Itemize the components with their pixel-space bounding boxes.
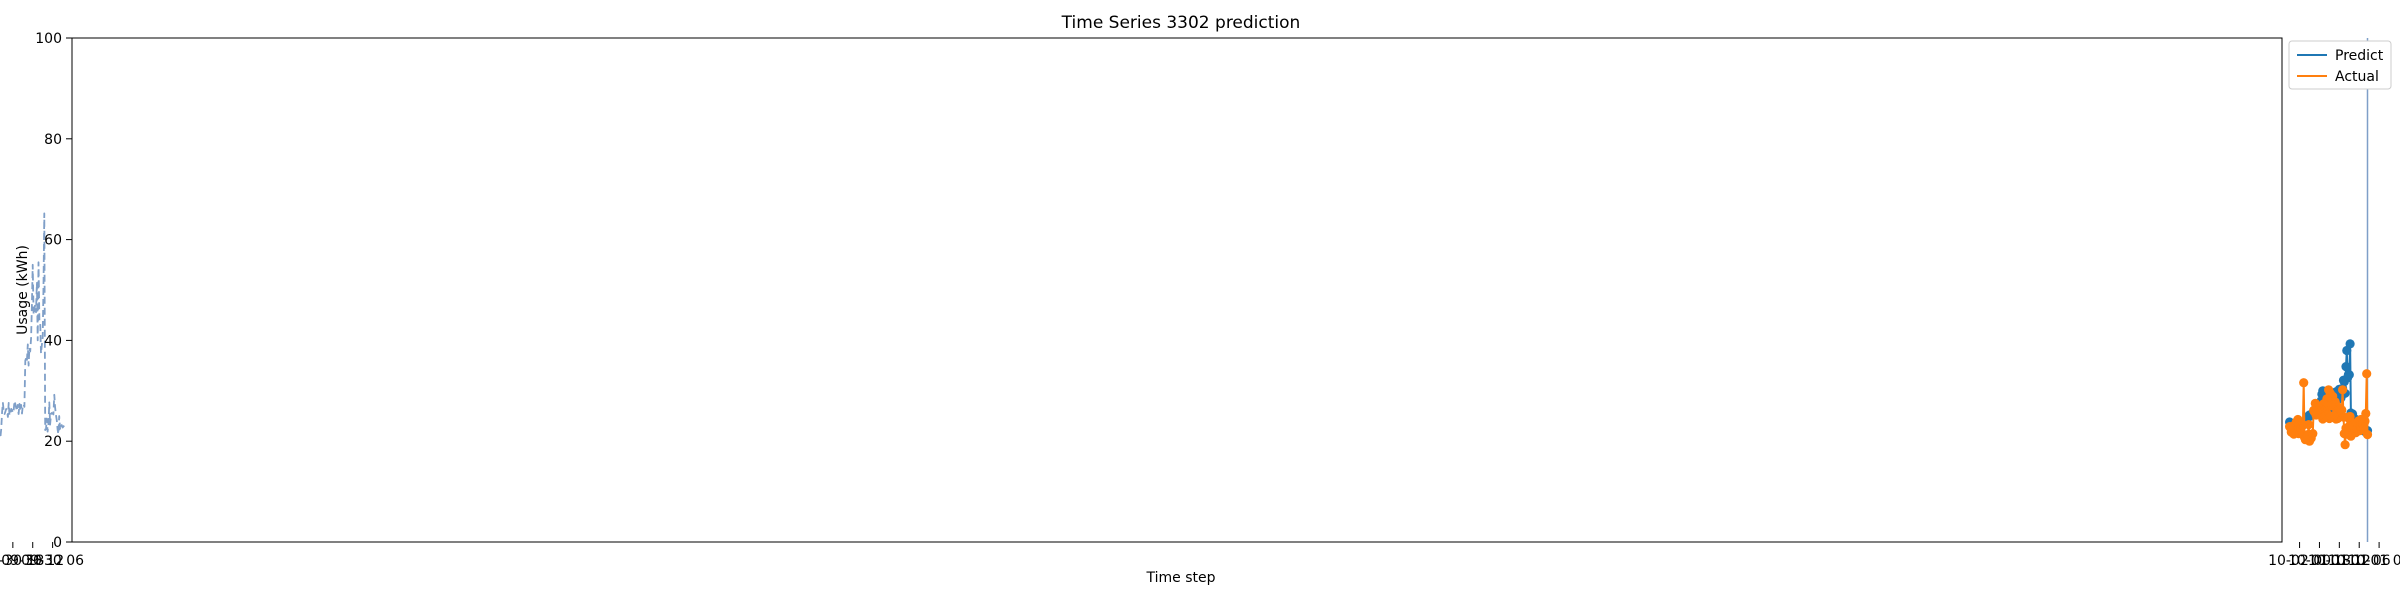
legend-label-actual: Actual [2335,69,2379,85]
x-tick-label: 10-01 18 [2288,553,2351,569]
y-axis-label: Usage (kWh) [15,245,31,335]
x-tick-label: 10-02 00 [2268,553,2331,569]
x-tick-label: 10-01 00 [2348,553,2400,569]
y-tick-label: 0 [53,535,62,551]
x-tick-label: 09-30 06 [21,553,84,569]
data-point-actual [2299,378,2309,388]
data-point-actual [2324,385,2334,395]
x-tick-label: 09-30 12 [1,553,64,569]
data-point-actual [2362,369,2372,379]
x-tick-label: 09-30 18 [0,553,44,569]
plot-area [0,38,2373,542]
y-tick-label: 80 [44,132,62,148]
chart-title: Time Series 3302 prediction [1061,13,1301,33]
y-tick-label: 60 [44,233,62,249]
y-tick-label: 100 [35,31,62,47]
x-tick-label: 10-01 06 [2328,553,2391,569]
data-point-actual [2285,422,2295,432]
data-point-actual [2338,385,2348,395]
data-point-actual [2309,405,2319,416]
data-point-predict [2341,362,2351,372]
legend-label-predict: Predict [2335,48,2384,64]
data-point-predict [2338,375,2349,385]
data-point-actual [2362,430,2373,440]
data-point-actual [2310,398,2320,408]
x-tick-label: 10-01 12 [2308,553,2371,569]
series-line-history [0,212,65,440]
y-tick-label: 20 [44,434,62,450]
data-point-predict [2342,345,2352,356]
y-tick-label: 40 [44,333,62,349]
data-point-actual [2339,429,2349,439]
legend: Predict Actual [2288,40,2392,90]
data-point-actual [2340,440,2350,450]
plot-frame [71,37,2283,543]
x-axis-label: Time step [1146,570,1216,586]
